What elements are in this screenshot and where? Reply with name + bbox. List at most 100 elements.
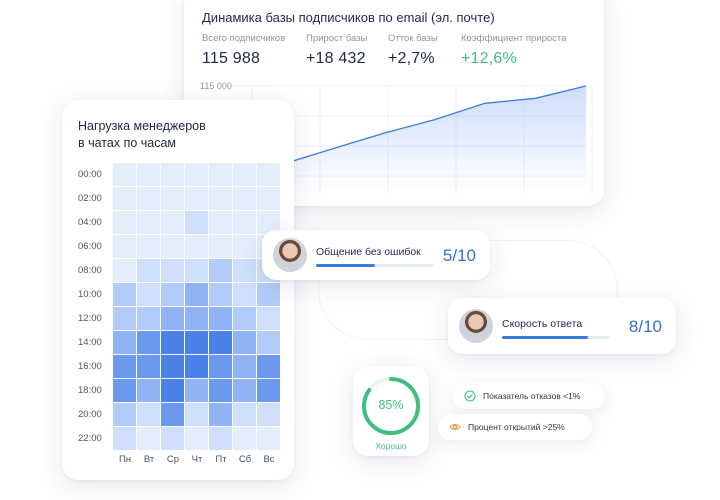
heatmap-cell <box>209 427 232 450</box>
heatmap-column-label: Сб <box>238 454 252 465</box>
heatmap-row-label: 22:00 <box>78 433 102 444</box>
stat-growth-rate: Коэффициент прироста +12,6% <box>461 33 566 68</box>
heatmap-cell <box>113 163 136 186</box>
heatmap-cell <box>233 283 256 306</box>
heatmap-cell <box>233 307 256 330</box>
heatmap-cell <box>233 211 256 234</box>
gauge-arc <box>362 377 420 435</box>
heatmap-cell <box>137 187 160 210</box>
eye-icon <box>449 424 461 430</box>
heatmap-cell <box>113 211 136 234</box>
metric-progress-track <box>316 264 434 267</box>
stat-value: +2,7% <box>388 50 435 67</box>
stat-churn: Отток базы +2,7% <box>388 33 438 68</box>
heatmap-cell <box>185 259 208 282</box>
heatmap-cell <box>185 235 208 258</box>
heatmap-cell <box>137 163 160 186</box>
heatmap-cell <box>185 379 208 402</box>
heatmap-cell <box>257 211 280 234</box>
heatmap-cell <box>185 403 208 426</box>
heatmap-cell <box>137 259 160 282</box>
heatmap-cell <box>113 355 136 378</box>
heatmap-title: Нагрузка менеджеров в чатах по часам <box>78 119 206 150</box>
heatmap-cell <box>233 187 256 210</box>
open-rate-chip: Процент открытий >25% <box>438 414 592 440</box>
stat-value: 115 988 <box>202 50 261 67</box>
subscriber-card-title: Динамика базы подписчиков по email (эл. … <box>202 10 495 25</box>
heatmap-cell <box>233 403 256 426</box>
metric-progress-fill <box>502 336 589 339</box>
heatmap-cell <box>209 355 232 378</box>
metric-score: 8/10 <box>628 317 662 336</box>
heatmap-cell <box>233 235 256 258</box>
heatmap-cell <box>233 427 256 450</box>
avatar <box>273 238 307 272</box>
stat-label: Всего подписчиков <box>202 33 286 44</box>
heatmap-row-label: 20:00 <box>78 409 102 420</box>
metric-progress-fill <box>316 264 375 267</box>
heatmap-cell <box>185 283 208 306</box>
heatmap-column-label: Пт <box>215 454 227 465</box>
heatmap-cell <box>209 211 232 234</box>
chip-text: Процент открытий >25% <box>468 422 565 432</box>
heatmap-cell <box>161 163 184 186</box>
heatmap-cell <box>233 331 256 354</box>
heatmap-cell <box>233 379 256 402</box>
heatmap-cell <box>161 187 184 210</box>
stat-value: +12,6% <box>461 50 517 67</box>
heatmap-cell <box>209 331 232 354</box>
heatmap-cell <box>185 355 208 378</box>
heatmap-column-label: Вт <box>143 454 155 465</box>
heatmap-row-label: 08:00 <box>78 265 102 276</box>
heatmap-cell <box>113 187 136 210</box>
heatmap-cell <box>161 379 184 402</box>
heatmap-row-label: 02:00 <box>78 193 102 204</box>
heatmap-row-label: 00:00 <box>78 169 102 180</box>
heatmap-cell <box>137 211 160 234</box>
heatmap-row-label: 06:00 <box>78 241 102 252</box>
heatmap-cell <box>113 379 136 402</box>
metric-error-free: Общение без ошибок 5/10 <box>262 230 490 280</box>
heatmap-cell <box>161 427 184 450</box>
stat-label: Коэффициент прироста <box>461 33 567 44</box>
heatmap-row-label: 18:00 <box>78 385 102 396</box>
metric-label: Скорость ответа <box>502 318 583 330</box>
metric-label: Общение без ошибок <box>316 246 421 258</box>
heatmap-cell <box>185 331 208 354</box>
heatmap-cell <box>137 283 160 306</box>
heatmap-row-label: 14:00 <box>78 337 102 348</box>
heatmap-cell <box>113 427 136 450</box>
heatmap-cell <box>137 331 160 354</box>
manager-load-heatmap-card: Нагрузка менеджеров в чатах по часам 00:… <box>62 100 294 480</box>
chart-y-tick-label: 115 000 <box>200 81 232 91</box>
heatmap-cell <box>209 283 232 306</box>
heatmap-cell <box>257 403 280 426</box>
heatmap-cell <box>161 355 184 378</box>
gauge-value: 85% <box>378 398 404 412</box>
heatmap-cell <box>113 331 136 354</box>
chart-area-fill <box>232 86 586 193</box>
heatmap-cell <box>209 403 232 426</box>
heatmap-cell <box>113 283 136 306</box>
heatmap-column-label: Чт <box>191 454 203 465</box>
heatmap-cell <box>137 307 160 330</box>
heatmap-cell <box>257 355 280 378</box>
heatmap-cell <box>161 307 184 330</box>
heatmap-cell <box>209 379 232 402</box>
heatmap-cell <box>185 187 208 210</box>
heatmap-cell <box>209 259 232 282</box>
heatmap-cell <box>257 163 280 186</box>
heatmap-cell <box>137 235 160 258</box>
stat-base-growth: Прирост базы +18 432 <box>306 33 367 68</box>
heatmap-cell <box>257 187 280 210</box>
heatmap-cell <box>233 355 256 378</box>
check-circle-icon <box>464 390 476 402</box>
heatmap-cell <box>209 163 232 186</box>
heatmap-cell <box>185 307 208 330</box>
heatmap-cell <box>257 379 280 402</box>
heatmap-cell <box>233 163 256 186</box>
heatmap-column-label: Ср <box>166 454 180 465</box>
heatmap-cell <box>161 331 184 354</box>
heatmap-row-label: 10:00 <box>78 289 102 300</box>
heatmap-cell <box>161 259 184 282</box>
